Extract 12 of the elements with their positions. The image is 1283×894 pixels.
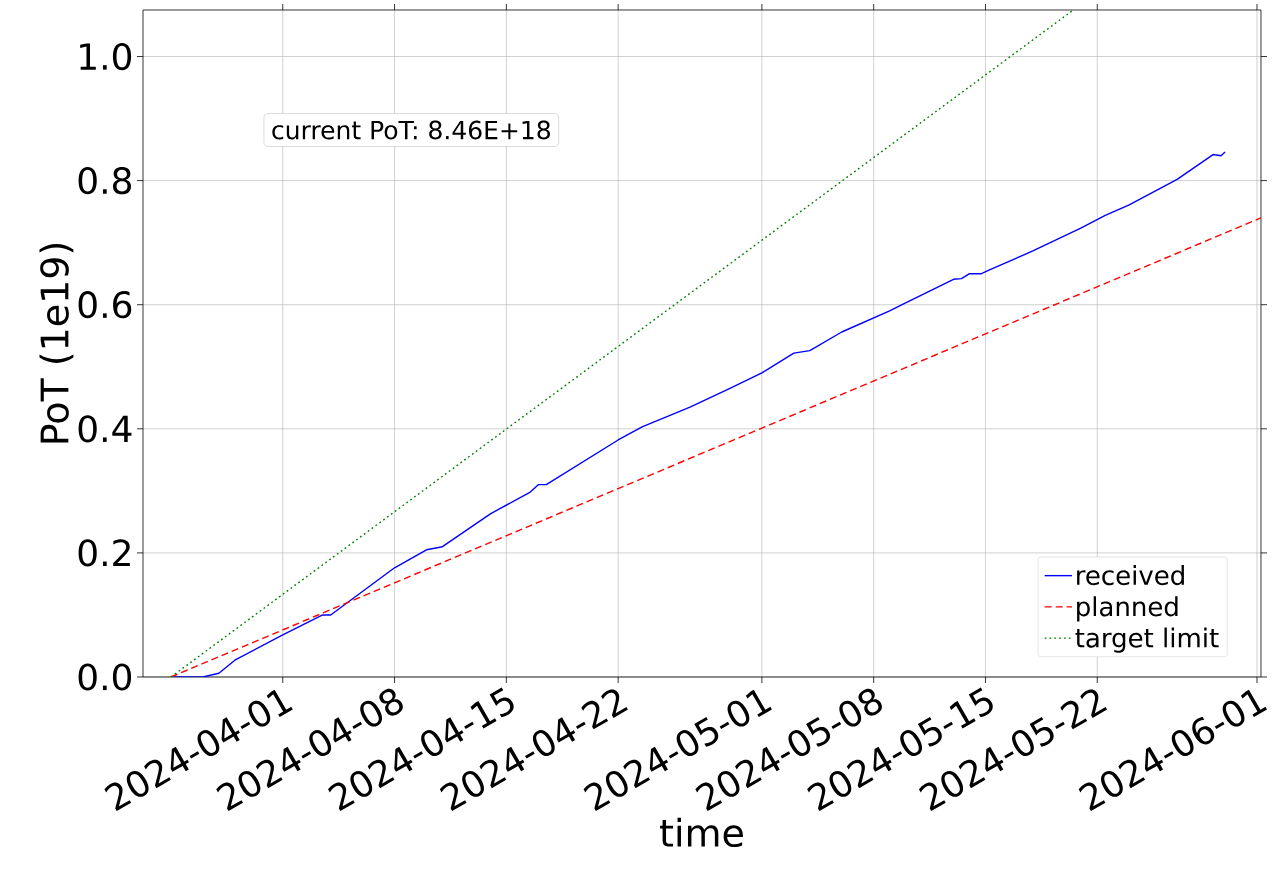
legend-label: target limit — [1075, 627, 1219, 653]
legend-label: planned — [1077, 596, 1178, 622]
y-tick-label: 0.4 — [78, 415, 132, 443]
y-tick-label: 0.6 — [78, 291, 132, 319]
y-axis-title: PoT (1e19) — [39, 243, 74, 443]
y-tick-label: 0.0 — [78, 663, 132, 691]
x-axis-title: time — [660, 817, 743, 848]
legend-label: received — [1077, 565, 1184, 586]
y-tick-label: 1.0 — [80, 42, 132, 71]
y-tick-label: 0.8 — [78, 167, 131, 195]
y-tick-label: 0.2 — [78, 539, 130, 567]
annotation: current PoT: 8.46E+18 — [272, 120, 550, 140]
